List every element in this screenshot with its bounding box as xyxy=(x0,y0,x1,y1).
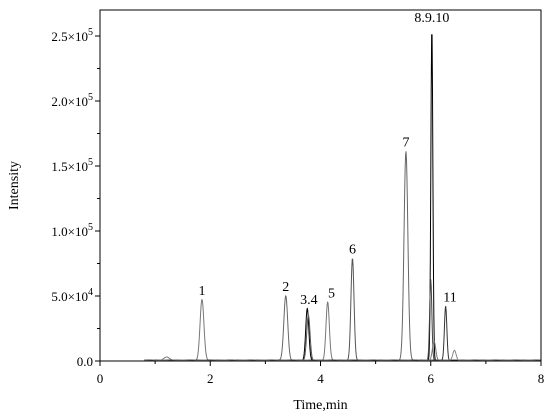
chromatogram-trace xyxy=(144,151,542,362)
peak-label: 3.4 xyxy=(300,293,318,308)
peak-annotations: 1 2 3.4 5 6 7 8.9.10 11 xyxy=(198,11,456,308)
y-tick-label: 1.5×105 xyxy=(51,157,93,174)
x-tick-label: 0 xyxy=(97,371,104,386)
plot-lines xyxy=(144,34,542,362)
y-tick-label: 2.0×105 xyxy=(51,92,93,109)
peak-label: 1 xyxy=(198,284,205,299)
peak-label: 11 xyxy=(443,290,456,305)
peak-label: 8.9.10 xyxy=(414,11,449,26)
y-tick-label: 5.0×104 xyxy=(51,287,93,304)
y-tick-label: 1.0×105 xyxy=(51,222,93,239)
chromatogram-trace xyxy=(144,349,542,362)
x-tick-label: 6 xyxy=(428,371,435,386)
chromatogram-trace xyxy=(144,340,542,362)
peak-label: 7 xyxy=(402,136,409,151)
chromatogram-trace xyxy=(144,298,542,362)
x-axis: 0 2 4 6 8 xyxy=(97,361,545,386)
x-tick-label: 4 xyxy=(317,371,324,386)
y-tick-label: 0.0 xyxy=(77,354,93,369)
y-axis: 0.0 5.0×104 1.0×105 1.5×105 2.0×105 2.5×105 xyxy=(51,27,100,369)
y-tick-label: 2.5×105 xyxy=(51,27,93,44)
x-tick-label: 2 xyxy=(207,371,214,386)
peak-label: 2 xyxy=(282,280,289,295)
peak-label: 5 xyxy=(328,287,335,302)
chromatogram-trace xyxy=(144,295,542,362)
y-axis-label: Intensity xyxy=(7,161,22,210)
x-tick-label: 8 xyxy=(538,371,545,386)
peak-label: 6 xyxy=(349,242,356,257)
plot-frame xyxy=(99,9,542,362)
x-axis-label: Time,min xyxy=(293,398,347,413)
